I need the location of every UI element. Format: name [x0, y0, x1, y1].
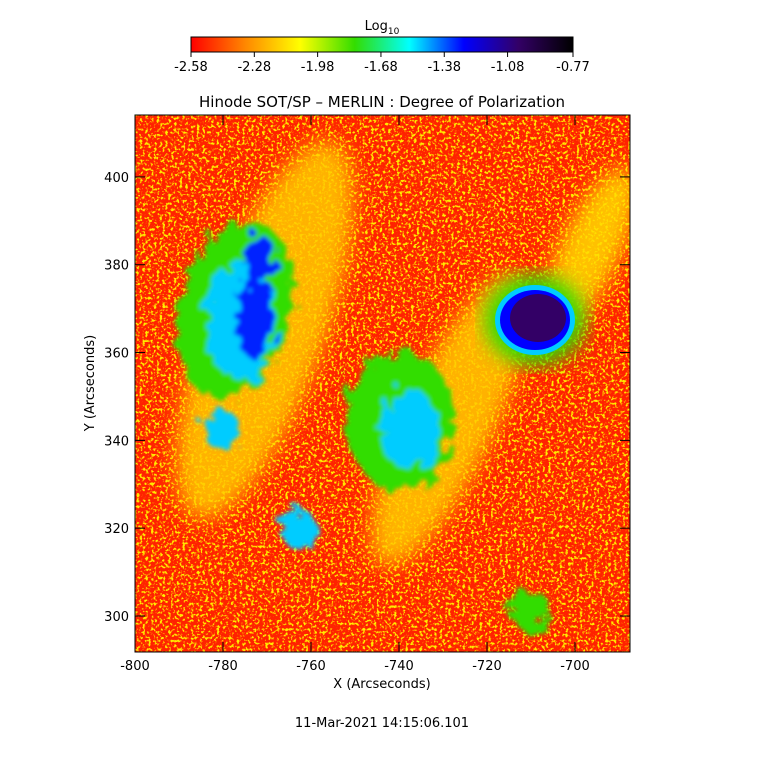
polarization-map — [135, 115, 630, 652]
chart-title: Hinode SOT/SP – MERLIN : Degree of Polar… — [199, 93, 565, 111]
plot-frame — [134, 114, 631, 653]
y-tick-label: 300 — [104, 610, 129, 625]
y-tick-label: 320 — [104, 522, 129, 537]
x-axis-label: X (Arcseconds) — [333, 677, 430, 692]
y-axis-label: Y (Arcseconds) — [83, 335, 98, 432]
colorbar-tick-label: -1.38 — [427, 60, 461, 75]
colorbar-tick-label: -1.08 — [491, 60, 525, 75]
colorbar-label: Log10 — [365, 19, 400, 37]
y-tick-label: 340 — [104, 434, 129, 449]
colorbar-tick-label: -0.77 — [556, 60, 590, 75]
x-tick-label: -700 — [560, 659, 590, 674]
colorbar-tick-label: -1.98 — [301, 60, 335, 75]
x-tick-label: -780 — [208, 659, 238, 674]
x-tick-label: -760 — [296, 659, 326, 674]
colorbar-tick-label: -1.68 — [364, 60, 398, 75]
colorbar — [190, 36, 574, 53]
colorbar-tick-label: -2.58 — [174, 60, 208, 75]
colorbar-tick-label: -2.28 — [237, 60, 271, 75]
x-tick-label: -740 — [384, 659, 414, 674]
y-tick-label: 380 — [104, 259, 129, 274]
y-tick-label: 400 — [104, 171, 129, 186]
x-tick-label: -720 — [472, 659, 502, 674]
footer-timestamp: 11-Mar-2021 14:15:06.101 — [295, 716, 469, 731]
x-tick-label: -800 — [120, 659, 150, 674]
y-tick-label: 360 — [104, 347, 129, 362]
